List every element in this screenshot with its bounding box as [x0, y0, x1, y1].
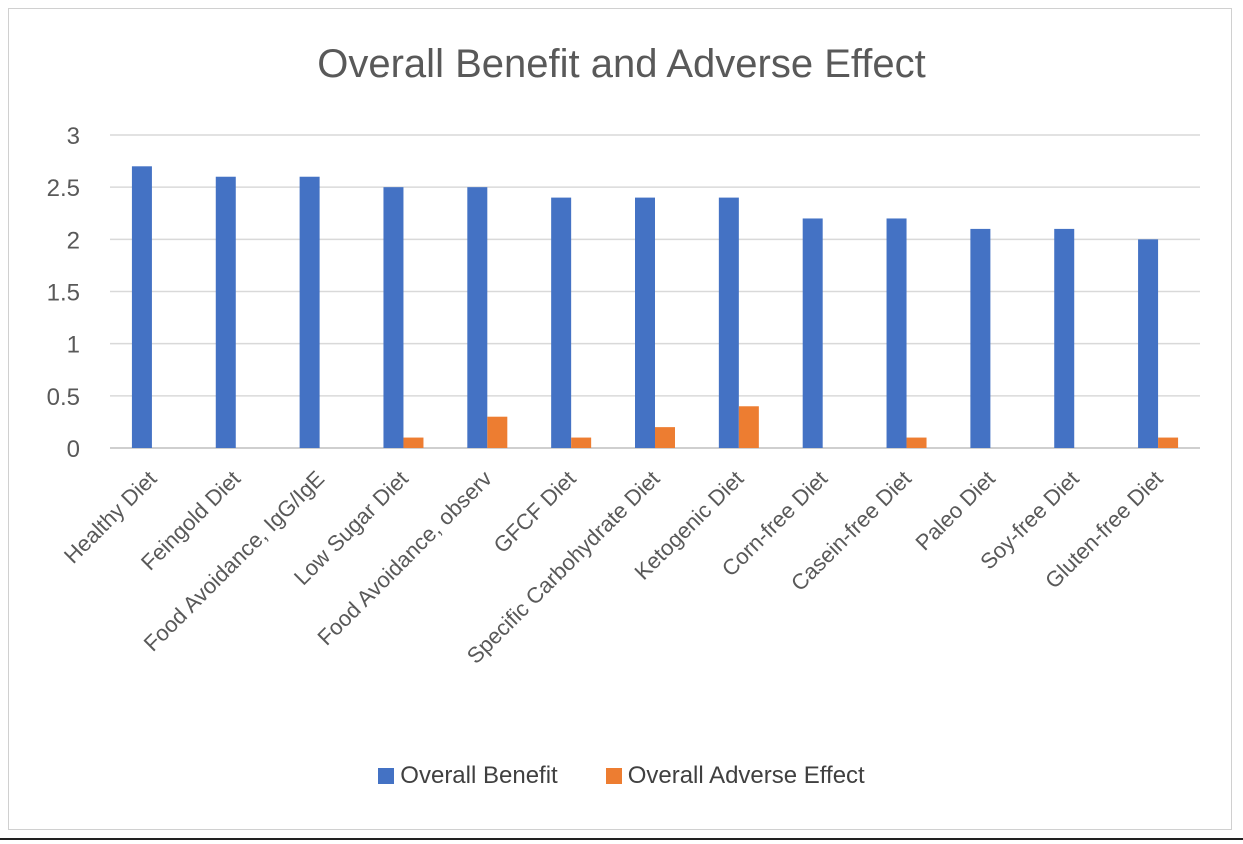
- y-tick-label: 0: [67, 436, 80, 463]
- chart-frame: [8, 8, 1232, 830]
- bar-benefit: [635, 197, 655, 448]
- bar-benefit: [383, 187, 404, 448]
- legend-swatch-adverse: [605, 768, 622, 784]
- bar-benefit: [718, 197, 739, 448]
- legend-item-adverse: Overall Adverse Effect: [605, 762, 865, 790]
- x-tick-label: GFCF Diet: [489, 466, 581, 558]
- bar-benefit: [970, 228, 991, 448]
- bar-adverse: [571, 437, 592, 448]
- bar-adverse: [738, 406, 759, 448]
- bar-benefit: [1138, 239, 1159, 448]
- bar-adverse: [487, 416, 508, 448]
- y-tick-label: 2.5: [47, 175, 80, 202]
- y-tick-label: 1: [67, 332, 80, 359]
- x-tick-label: Food Avoidance, observ: [313, 466, 497, 650]
- bar-adverse: [1158, 437, 1179, 448]
- legend: Overall Benefit Overall Adverse Effect: [0, 762, 1243, 790]
- legend-swatch-benefit: [378, 768, 395, 784]
- bar-benefit: [467, 187, 488, 448]
- y-tick-label: 0.5: [47, 384, 80, 411]
- bar-adverse: [906, 437, 927, 448]
- chart-title: Overall Benefit and Adverse Effect: [317, 42, 926, 86]
- legend-label-adverse: Overall Adverse Effect: [627, 762, 865, 789]
- bar-benefit: [886, 218, 907, 448]
- bar-benefit: [1054, 228, 1075, 448]
- y-tick-label: 3: [67, 123, 80, 150]
- legend-label-benefit: Overall Benefit: [400, 762, 558, 789]
- y-tick-label: 1.5: [47, 280, 80, 307]
- bar-benefit: [131, 166, 152, 449]
- y-tick-label: 2: [67, 227, 80, 254]
- bar-adverse: [403, 437, 424, 448]
- bar-benefit: [802, 218, 823, 448]
- divider: [0, 838, 1243, 840]
- bar-benefit: [299, 176, 320, 448]
- bar-adverse: [655, 427, 675, 448]
- legend-item-benefit: Overall Benefit: [378, 762, 558, 790]
- bar-benefit: [215, 176, 236, 448]
- bar-benefit: [551, 197, 572, 448]
- x-tick-label: Paleo Diet: [910, 466, 999, 555]
